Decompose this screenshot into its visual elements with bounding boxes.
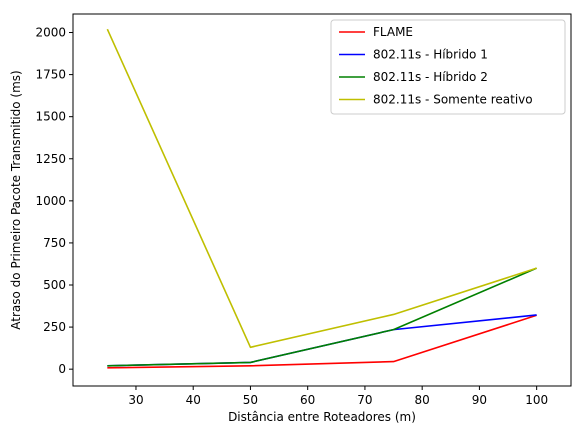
- y-tick-label: 1250: [35, 152, 66, 166]
- x-tick-label: 40: [186, 393, 201, 407]
- x-tick-label: 70: [357, 393, 372, 407]
- plot-frame: [72, 13, 572, 387]
- x-tick-label: 90: [472, 393, 487, 407]
- y-tick-label: 750: [43, 236, 66, 250]
- x-axis: 30 40 50 60 70 80 90 100: [128, 386, 548, 407]
- y-tick-label: 0: [58, 362, 66, 376]
- series-layer: [106, 28, 537, 369]
- y-tick-label: 500: [43, 278, 66, 292]
- legend-box: [330, 19, 566, 115]
- x-axis-label: Distância entre Roteadores (m): [228, 410, 416, 424]
- series-line-3: [107, 267, 537, 367]
- x-tick-label: 100: [525, 393, 548, 407]
- series-line-1: [107, 314, 537, 369]
- x-tick-label: 60: [300, 393, 315, 407]
- y-tick-label: 2000: [35, 26, 66, 40]
- y-tick-label: 1000: [35, 194, 66, 208]
- y-axis: 0 250 500 750 1000 1250 1500 1750 2000: [35, 26, 73, 376]
- x-tick-label: 50: [243, 393, 258, 407]
- series-line-4: [106, 28, 537, 349]
- x-tick-label: 30: [128, 393, 143, 407]
- y-axis-label: Atraso do Primeiro Pacote Transmitido (m…: [9, 70, 23, 329]
- legend: FLAME 802.11s - Híbrido 1 802.11s - Híbrid…: [330, 19, 566, 115]
- x-tick-label: 80: [415, 393, 430, 407]
- y-tick-label: 250: [43, 320, 66, 334]
- series-line-2: [107, 314, 537, 367]
- legend-label: 802.11s - Híbrido 2: [373, 70, 488, 84]
- legend-label: 802.11s - Somente reativo: [373, 93, 533, 107]
- legend-label: 802.11s - Híbrido 1: [373, 48, 488, 62]
- legend-label: FLAME: [373, 25, 413, 39]
- y-tick-label: 1750: [35, 68, 66, 82]
- y-tick-label: 1500: [35, 110, 66, 124]
